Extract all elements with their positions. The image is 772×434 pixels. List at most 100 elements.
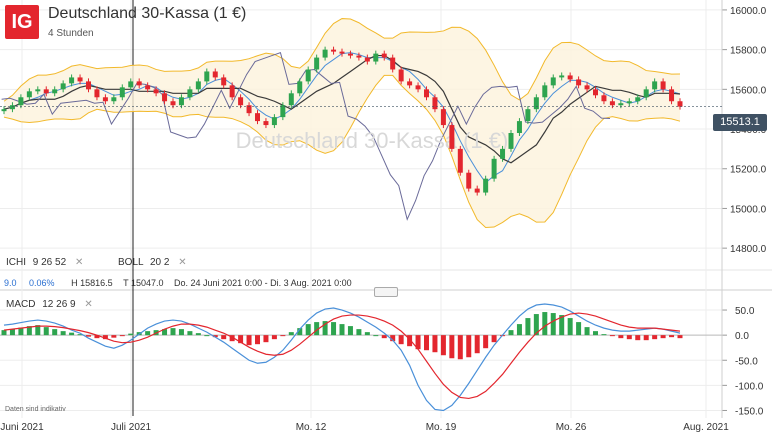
- macd-histogram-bar: [593, 331, 598, 336]
- macd-histogram-bar: [170, 328, 176, 336]
- macd-tick-label: 50.0: [735, 306, 755, 317]
- candle-body: [373, 53, 379, 62]
- macd-histogram-bar: [339, 324, 345, 336]
- macd-histogram-bar: [373, 335, 379, 337]
- candle-body: [415, 85, 421, 90]
- candle-body: [542, 85, 548, 98]
- candle-body: [255, 113, 260, 122]
- candle-body: [660, 81, 666, 90]
- candle-body: [246, 105, 252, 114]
- candle-body: [466, 172, 472, 189]
- macd-histogram-bar: [102, 335, 108, 340]
- candle-body: [18, 97, 24, 106]
- macd-histogram-bar: [483, 335, 489, 349]
- price-tick-label: 16000.0: [730, 6, 767, 17]
- macd-histogram-bar: [432, 335, 438, 353]
- bollinger-close-icon[interactable]: ✕: [178, 257, 187, 268]
- candle-body: [178, 97, 184, 106]
- macd-tick-label: -150.0: [735, 406, 764, 417]
- bollinger-lower: [3, 74, 681, 228]
- macd-histogram-bar: [466, 335, 472, 358]
- candle-body: [1, 109, 7, 112]
- macd-histogram-bar: [576, 322, 582, 336]
- indicator-bollinger[interactable]: BOLL 20 2 ✕: [118, 257, 187, 268]
- macd-histogram-bar: [415, 335, 421, 350]
- bollinger-params: 20 2: [149, 257, 170, 268]
- candle-body: [145, 85, 151, 90]
- pane-resize-handle[interactable]: [374, 287, 398, 297]
- candle-body: [263, 121, 269, 126]
- candle-body: [525, 109, 531, 122]
- ichimoku-close-icon[interactable]: ✕: [74, 257, 84, 268]
- macd-histogram-bar: [626, 335, 632, 340]
- macd-histogram-bar: [94, 335, 100, 339]
- macd-histogram-bar: [162, 329, 168, 336]
- indicator-macd[interactable]: MACD 12 26 9 ✕: [6, 299, 93, 310]
- ichimoku-label: ICHI: [6, 257, 26, 268]
- macd-histogram-bar: [449, 335, 455, 359]
- candle-body: [322, 49, 328, 58]
- macd-histogram-bar: [364, 332, 370, 336]
- candle-body: [407, 81, 413, 86]
- info-range: Do. 24 Juni 2021 0:00 - Di. 3 Aug. 2021 …: [174, 278, 352, 288]
- macd-histogram-bar: [474, 335, 480, 354]
- candle-body: [170, 101, 176, 106]
- macd-histogram-bar: [457, 335, 463, 360]
- macd-histogram-bar: [525, 318, 531, 336]
- macd-histogram-bar: [187, 331, 193, 336]
- candle-body: [212, 71, 218, 78]
- candle-body: [364, 57, 370, 62]
- macd-histogram-bar: [356, 329, 362, 336]
- macd-params: 12 26 9: [42, 299, 76, 310]
- time-tick-label: Mo. 19: [426, 422, 457, 433]
- macd-tick-label: -50.0: [735, 356, 758, 367]
- candle-body: [60, 83, 66, 90]
- macd-signal-line: [3, 312, 681, 400]
- candle-body: [280, 105, 286, 118]
- candle-body: [43, 89, 49, 94]
- info-low: T 15047.0: [123, 278, 164, 288]
- candle-body: [86, 81, 91, 90]
- candle-body: [229, 85, 235, 98]
- candle-body: [508, 133, 514, 149]
- macd-histogram-bar: [86, 335, 91, 337]
- info-value: 9.0: [4, 278, 17, 288]
- candle-body: [347, 53, 353, 56]
- candle-body: [52, 89, 58, 94]
- macd-histogram-bar: [652, 335, 658, 340]
- candle-body: [390, 57, 396, 70]
- candle-body: [576, 79, 582, 86]
- candle-body: [491, 158, 497, 179]
- candle-body: [483, 178, 489, 193]
- last-price-badge: 15513.1: [713, 114, 767, 131]
- candle-body: [94, 89, 100, 98]
- watermark: Deutschland 30-Kassa (1 €): [236, 128, 509, 153]
- macd-histogram-bar: [271, 335, 277, 340]
- macd-histogram-bar: [111, 335, 117, 338]
- ig-logo: IG: [5, 5, 39, 39]
- macd-close-icon[interactable]: ✕: [84, 299, 93, 310]
- candle-body: [474, 188, 480, 193]
- candle-body: [162, 93, 168, 102]
- price-tick-label: 15200.0: [730, 165, 767, 176]
- candle-body: [128, 81, 134, 88]
- macd-histogram-bar: [677, 335, 683, 339]
- candle-body: [314, 57, 320, 70]
- macd-tick-label: 0.0: [735, 331, 749, 342]
- macd-histogram-bar: [407, 335, 413, 347]
- macd-histogram-bar: [305, 324, 311, 336]
- candle-body: [111, 97, 117, 102]
- bollinger-label: BOLL: [118, 257, 144, 268]
- macd-histogram-bar: [18, 327, 24, 336]
- candle-body: [618, 103, 624, 106]
- macd-histogram-bar: [618, 335, 624, 339]
- indicator-ichimoku[interactable]: ICHI 9 26 52 ✕: [6, 257, 83, 268]
- macd-histogram-bar: [255, 335, 260, 345]
- ichimoku-kijun: [3, 54, 681, 164]
- macd-histogram-bar: [26, 326, 32, 336]
- macd-histogram-bar: [322, 321, 328, 336]
- macd-histogram-bar: [609, 335, 615, 337]
- macd-histogram-bar: [229, 335, 235, 342]
- macd-histogram-bar: [212, 335, 218, 338]
